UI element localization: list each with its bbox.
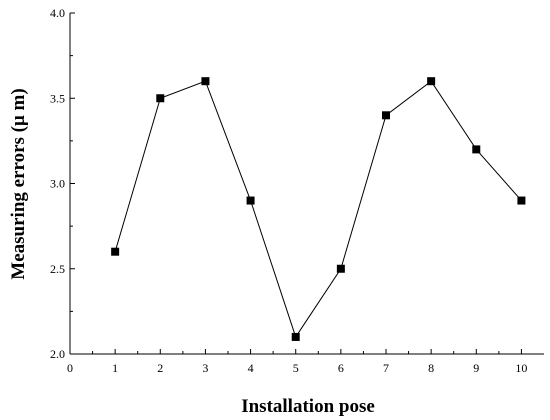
- data-point: [291, 332, 300, 341]
- x-tick-label: 6: [338, 361, 344, 375]
- x-tick-label: 5: [293, 361, 299, 375]
- x-tick-label: 10: [515, 361, 527, 375]
- y-tick-label: 3.5: [50, 91, 65, 105]
- x-tick-label: 9: [473, 361, 479, 375]
- x-tick-label: 8: [428, 361, 434, 375]
- data-point: [382, 111, 390, 120]
- x-tick-label: 0: [67, 361, 73, 375]
- data-point: [111, 247, 120, 256]
- data-point: [336, 264, 345, 273]
- y-axis-ticks: 2.0 2.5 3.0 3.5 4.0: [50, 6, 75, 361]
- y-axis-title: Measuring errors (μ m): [8, 88, 29, 279]
- x-tick-label: 7: [383, 361, 389, 375]
- data-point: [472, 145, 481, 154]
- x-tick-label: 3: [202, 361, 208, 375]
- series-layer: [111, 77, 526, 341]
- y-tick-label: 4.0: [50, 6, 65, 20]
- x-axis-ticks: 0 1 2 3 4 5 6 7 8 9 10: [67, 349, 527, 375]
- y-tick-label: 2.5: [50, 262, 65, 276]
- data-point: [517, 196, 526, 205]
- data-point: [246, 196, 255, 205]
- y-tick-label: 2.0: [50, 347, 65, 361]
- data-point: [156, 94, 165, 103]
- data-point: [427, 77, 436, 86]
- x-tick-label: 4: [248, 361, 254, 375]
- x-tick-label: 2: [157, 361, 163, 375]
- data-point: [201, 77, 210, 86]
- axes: [69, 13, 544, 355]
- x-tick-label: 1: [112, 361, 118, 375]
- x-axis-title: Installation pose: [241, 396, 375, 417]
- series-line: [114, 80, 522, 339]
- y-tick-label: 3.0: [50, 177, 65, 191]
